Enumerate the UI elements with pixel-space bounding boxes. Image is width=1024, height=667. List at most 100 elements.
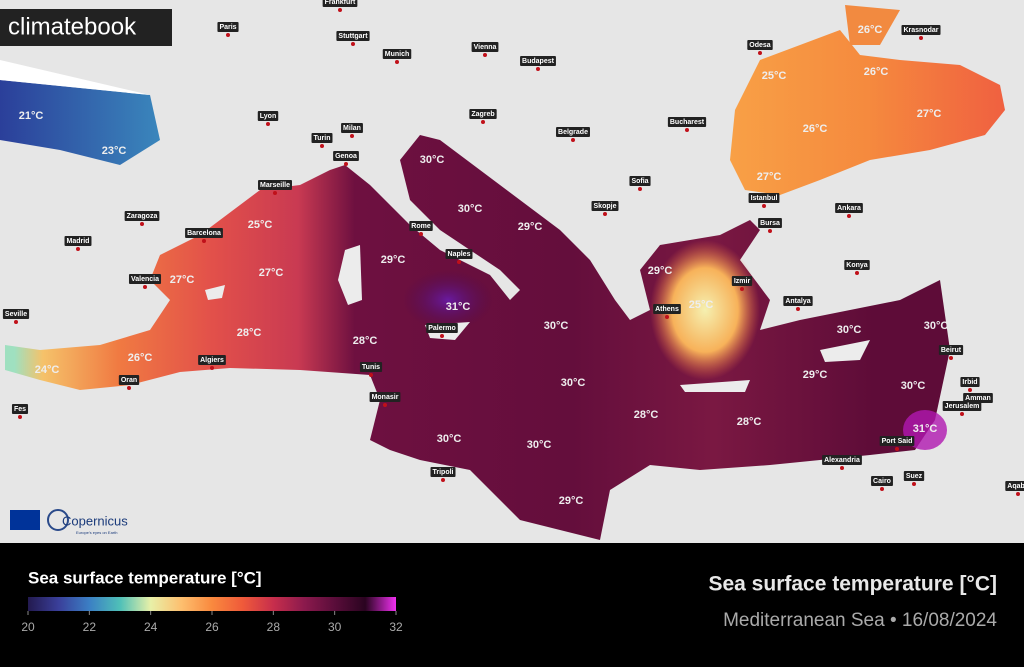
city: Tripoli	[430, 467, 456, 482]
temperature-label: 26°C	[858, 24, 883, 36]
city-label-bg	[359, 362, 383, 372]
city-label: Budapest	[522, 58, 555, 65]
temperature-label: 30°C	[458, 203, 483, 215]
city-dot	[796, 307, 800, 311]
city-dot	[210, 366, 214, 370]
city-label: Ankara	[837, 205, 861, 212]
city-label: Naples	[448, 251, 471, 258]
city-label-bg	[822, 455, 862, 465]
city-label: Rome	[411, 223, 431, 230]
city-label-bg	[426, 323, 458, 333]
city-label: Madrid	[67, 238, 90, 245]
city-label: Milan	[343, 125, 361, 132]
legend-tick-label: 32	[389, 620, 403, 634]
city-label: Sofia	[631, 178, 648, 185]
city: Paris	[217, 22, 239, 37]
city: Antalya	[783, 296, 813, 311]
logo-tagline: Europe's eyes on Earth	[76, 530, 117, 535]
city: Oran	[118, 375, 140, 390]
city-dot	[76, 247, 80, 251]
city-label: Paris	[219, 24, 236, 31]
city-dot	[273, 191, 277, 195]
temperature-label: 27°C	[259, 267, 284, 279]
eu-flag	[10, 510, 40, 530]
city-dot	[960, 412, 964, 416]
city-label: Fes	[14, 406, 26, 413]
city-dot	[571, 138, 575, 142]
city-dot	[395, 60, 399, 64]
city-dot	[226, 33, 230, 37]
city-label: Beirut	[941, 347, 962, 354]
city-dot	[919, 36, 923, 40]
logo-name: Copernicus	[62, 513, 128, 528]
city-dot	[840, 466, 844, 470]
city-label-bg	[903, 471, 925, 481]
city: Istanbul	[748, 193, 780, 208]
city-label-bg	[336, 31, 370, 41]
colorbar	[28, 597, 396, 611]
city-label: Aqaba	[1007, 483, 1024, 490]
city-dot	[127, 386, 131, 390]
city-label: Cairo	[873, 478, 891, 485]
brand: climatebook	[8, 13, 137, 40]
city-label: Tunis	[362, 364, 380, 371]
city-label: Zagreb	[471, 111, 494, 118]
city-dot	[266, 122, 270, 126]
city-label: Krasnodar	[903, 27, 938, 34]
temperature-label: 30°C	[420, 154, 445, 166]
title: Sea surface temperature [°C]	[708, 573, 997, 596]
city-label-bg	[258, 180, 292, 190]
tyrrhenian-hot	[403, 270, 493, 330]
city-label-bg	[2, 309, 30, 319]
city: Beirut	[938, 345, 964, 360]
temperature-label: 31°C	[446, 301, 471, 313]
city-label: Skopje	[594, 203, 617, 210]
copernicus-icon	[47, 509, 69, 531]
city-label-bg	[430, 467, 456, 477]
city-label: Belgrade	[558, 129, 588, 136]
city-label-bg	[556, 127, 590, 137]
temperature-label: 30°C	[437, 433, 462, 445]
city-label-bg	[469, 109, 497, 119]
temperature-label: 23°C	[102, 145, 127, 157]
city-label: Monasir	[372, 394, 399, 401]
city: Valencia	[128, 274, 162, 289]
city-dot	[949, 356, 953, 360]
city-dot	[320, 144, 324, 148]
temperature-label: 24°C	[35, 364, 60, 376]
city: Aqaba	[1005, 481, 1024, 496]
city: Odesa	[747, 40, 773, 55]
temperature-label: 29°C	[518, 221, 543, 233]
city-label-bg	[333, 151, 359, 161]
city-label-bg	[748, 193, 780, 203]
city-label-bg	[942, 401, 982, 411]
temperature-label: 25°C	[762, 70, 787, 82]
temperature-label: 30°C	[561, 377, 586, 389]
city-label: Algiers	[200, 357, 224, 364]
city-label-bg	[471, 42, 499, 52]
city: Athens	[653, 304, 681, 319]
city-dot	[140, 222, 144, 226]
city-label: Marseille	[260, 182, 290, 189]
city-dot	[14, 320, 18, 324]
city-label: Tripoli	[433, 469, 454, 476]
city-label-bg	[963, 393, 993, 403]
city: Irbid	[960, 377, 980, 392]
city-dot	[481, 120, 485, 124]
temperature-label: 26°C	[864, 66, 889, 78]
city-dot	[202, 239, 206, 243]
black-sea	[730, 30, 1005, 195]
city-label-bg	[257, 111, 279, 121]
city-label: Bursa	[760, 220, 780, 227]
city: Genoa	[333, 151, 359, 166]
city-dot	[665, 315, 669, 319]
city: Fes	[11, 404, 29, 419]
city: Frankfurt	[322, 0, 358, 12]
city: Seville	[2, 309, 30, 324]
city-label-bg	[844, 260, 870, 270]
legend-tick-label: 24	[144, 620, 158, 634]
city-label-bg	[879, 436, 915, 446]
city-dot	[968, 388, 972, 392]
city-dot	[762, 204, 766, 208]
